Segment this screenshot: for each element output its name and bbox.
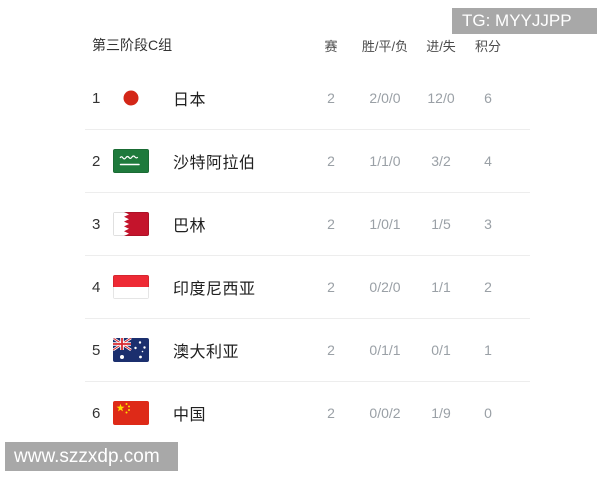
website-watermark: www.szzxdp.com (5, 442, 178, 471)
stat-wdl: 1/1/0 (369, 153, 401, 169)
stat-wdl: 2/0/0 (369, 90, 401, 106)
rank: 4 (92, 278, 101, 296)
flag-japan-icon (113, 86, 149, 110)
team-name: 日本 (173, 92, 207, 109)
team-name: 巴林 (173, 218, 207, 235)
column-win-draw-loss: 胜/平/负 (361, 38, 409, 54)
stat-points: 2 (484, 279, 492, 295)
stat-wdl: 0/1/1 (369, 342, 401, 358)
group-title: 第三阶段C组 (92, 37, 173, 53)
flag-australia-icon (113, 338, 149, 362)
stat-wdl: 0/2/0 (369, 279, 401, 295)
table-row[interactable]: 2 沙特阿拉伯 2 1/1/0 3/2 4 (85, 129, 530, 192)
column-goals: 进/失 (426, 38, 456, 54)
rank: 1 (92, 89, 101, 107)
table-row[interactable]: 1 日本 2 2/0/0 12/0 6 (85, 67, 530, 129)
stat-points: 0 (484, 405, 492, 421)
stat-points: 1 (484, 342, 492, 358)
stat-goals: 1/1 (431, 279, 451, 295)
column-points: 积分 (474, 38, 501, 54)
stat-wdl: 1/0/1 (369, 216, 401, 232)
flag-bahrain-icon (113, 212, 149, 236)
table-row[interactable]: 6 中国 2 0/0/2 1/9 0 (85, 381, 530, 444)
table-row[interactable]: 4 印度尼西亚 2 0/2/0 1/1 2 (85, 255, 530, 318)
stat-goals: 3/2 (431, 153, 451, 169)
stat-goals: 0/1 (431, 342, 451, 358)
stat-played: 2 (327, 279, 335, 295)
team-name: 印度尼西亚 (173, 281, 256, 298)
standings-table: 第三阶段C组 赛 胜/平/负 进/失 积分 1 日本 2 2/0/0 12/0 … (85, 28, 530, 444)
flag-indonesia-icon (113, 275, 149, 299)
table-header: 第三阶段C组 赛 胜/平/负 进/失 积分 (85, 28, 530, 62)
table-row[interactable]: 3 巴林 2 1/0/1 1/5 3 (85, 192, 530, 255)
stat-played: 2 (327, 216, 335, 232)
stat-played: 2 (327, 90, 335, 106)
rank: 2 (92, 152, 101, 170)
rank: 5 (92, 341, 101, 359)
team-name: 沙特阿拉伯 (173, 155, 256, 172)
telegram-watermark: TG: MYYJJPP (452, 8, 597, 34)
stat-goals: 1/5 (431, 216, 451, 232)
table-row[interactable]: 5 澳大利亚 2 0/1/1 0/1 1 (85, 318, 530, 381)
rank: 6 (92, 404, 101, 422)
stat-played: 2 (327, 342, 335, 358)
team-name: 澳大利亚 (173, 344, 240, 361)
standings-rows: 1 日本 2 2/0/0 12/0 6 2 沙特阿拉伯 2 1/1/0 3/2 … (85, 67, 530, 444)
stat-points: 3 (484, 216, 492, 232)
stat-goals: 12/0 (427, 90, 455, 106)
column-played: 赛 (324, 38, 338, 54)
flag-saudi-arabia-icon (113, 149, 149, 173)
stat-played: 2 (327, 405, 335, 421)
stat-played: 2 (327, 153, 335, 169)
flag-china-icon (113, 401, 149, 425)
team-name: 中国 (173, 407, 207, 424)
stat-goals: 1/9 (431, 405, 451, 421)
rank: 3 (92, 215, 101, 233)
stat-points: 6 (484, 90, 492, 106)
stat-points: 4 (484, 153, 492, 169)
stat-wdl: 0/0/2 (369, 405, 401, 421)
